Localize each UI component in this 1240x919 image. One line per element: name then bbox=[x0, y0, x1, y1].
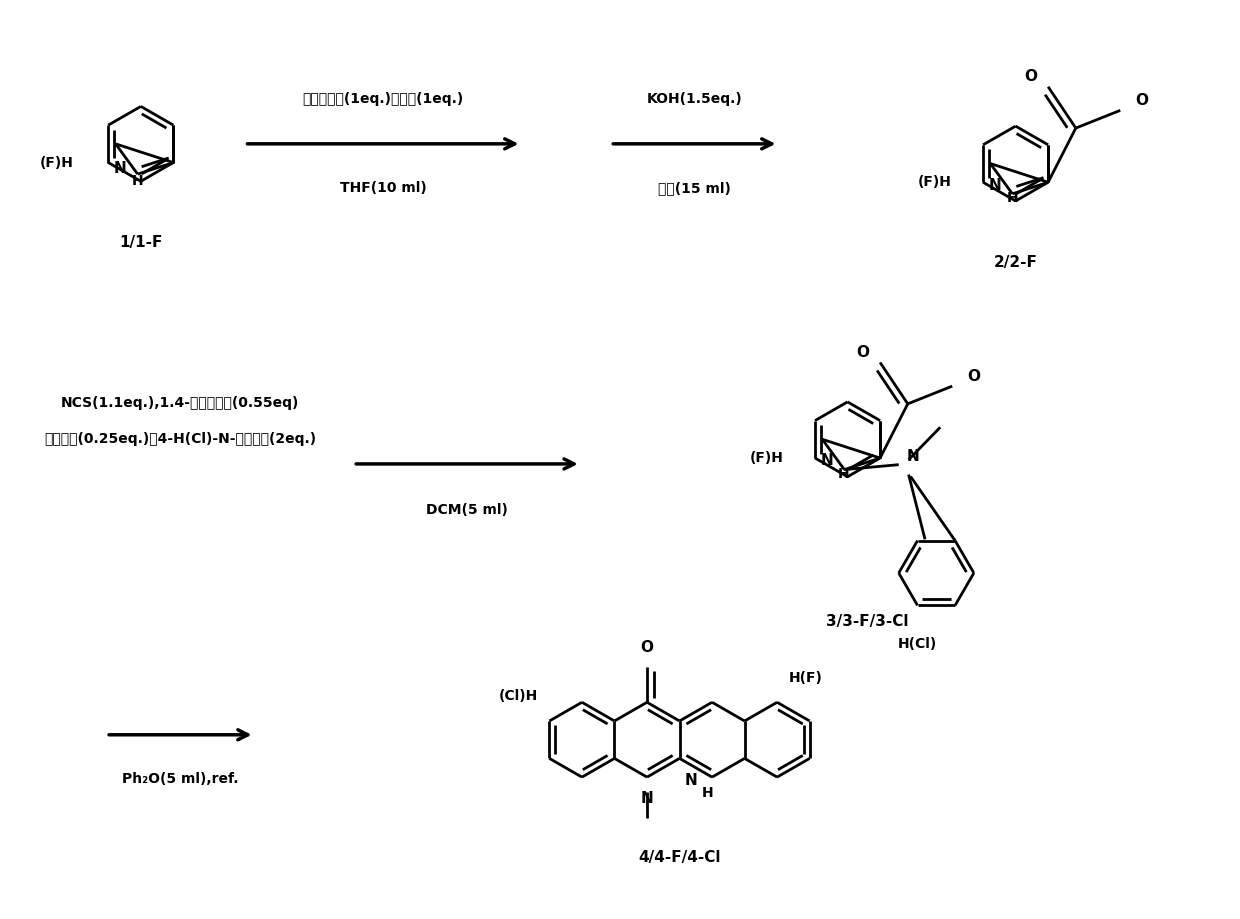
Text: 2/2-F: 2/2-F bbox=[993, 255, 1038, 269]
Text: N: N bbox=[906, 449, 919, 464]
Text: N: N bbox=[641, 791, 653, 806]
Text: H: H bbox=[1006, 191, 1018, 205]
Text: 三氯乙酰氯(1eq.)，呗咀(1eq.): 三氯乙酰氯(1eq.)，呗咀(1eq.) bbox=[303, 93, 464, 107]
Text: 3/3-F/3-Cl: 3/3-F/3-Cl bbox=[826, 614, 909, 629]
Text: N: N bbox=[821, 453, 833, 469]
Text: (F)H: (F)H bbox=[40, 155, 73, 170]
Text: KOH(1.5eq.): KOH(1.5eq.) bbox=[646, 93, 743, 107]
Text: O: O bbox=[1024, 69, 1037, 85]
Text: O: O bbox=[641, 640, 653, 654]
Text: H: H bbox=[131, 175, 143, 188]
Text: 4/4-F/4-Cl: 4/4-F/4-Cl bbox=[639, 850, 720, 866]
Text: N: N bbox=[114, 161, 126, 176]
Text: DCM(5 ml): DCM(5 ml) bbox=[427, 504, 508, 517]
Text: H(Cl): H(Cl) bbox=[898, 637, 937, 651]
Text: N: N bbox=[988, 177, 1002, 193]
Text: (F)H: (F)H bbox=[918, 176, 951, 189]
Text: H(F): H(F) bbox=[789, 671, 823, 685]
Text: THF(10 ml): THF(10 ml) bbox=[340, 181, 427, 195]
Text: Ph₂O(5 ml),ref.: Ph₂O(5 ml),ref. bbox=[122, 772, 238, 786]
Text: O: O bbox=[1136, 93, 1148, 108]
Text: H: H bbox=[702, 786, 713, 800]
Text: (F)H: (F)H bbox=[749, 451, 784, 465]
Text: (Cl)H: (Cl)H bbox=[498, 689, 538, 703]
Text: O: O bbox=[856, 346, 869, 360]
Text: N: N bbox=[684, 773, 698, 788]
Text: NCS(1.1eq.),1.4-二甲基哇喀(0.55eq): NCS(1.1eq.),1.4-二甲基哇喀(0.55eq) bbox=[61, 396, 300, 410]
Text: 甲醇(15 ml): 甲醇(15 ml) bbox=[658, 181, 730, 195]
Text: H: H bbox=[838, 467, 849, 481]
Text: 三氯乙酸(0.25eq.)，4-H(Cl)-N-甲基苯胺(2eq.): 三氯乙酸(0.25eq.)，4-H(Cl)-N-甲基苯胺(2eq.) bbox=[45, 432, 316, 447]
Text: 1/1-F: 1/1-F bbox=[119, 235, 162, 250]
Text: O: O bbox=[967, 369, 981, 384]
